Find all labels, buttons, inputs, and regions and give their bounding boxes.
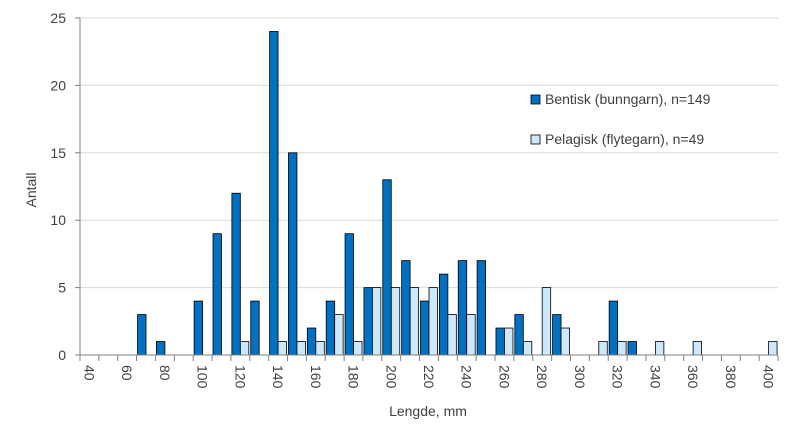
bar-pelagisk — [315, 341, 325, 356]
bar-bentisk — [363, 287, 373, 356]
bar-bentisk — [608, 300, 619, 356]
x-tick-label: 240 — [459, 365, 475, 389]
bar-bentisk — [438, 273, 449, 356]
y-tick-label: 0 — [58, 347, 66, 363]
bar-pelagisk — [617, 341, 627, 356]
y-tick-label: 25 — [50, 10, 66, 26]
legend: Bentisk (bunngarn), n=149 Pelagisk (flyt… — [530, 91, 711, 147]
x-tick-label: 260 — [496, 365, 512, 389]
bar-pelagisk — [654, 341, 665, 356]
bar-pelagisk — [390, 287, 401, 356]
bar-pelagisk — [541, 287, 552, 356]
x-tick-label: 180 — [346, 365, 362, 389]
x-tick-label: 160 — [308, 365, 324, 389]
y-tick-label: 5 — [58, 280, 66, 296]
bar-pelagisk — [692, 341, 702, 356]
bar-bentisk — [250, 300, 260, 356]
bar-pelagisk — [296, 341, 306, 356]
bar-pelagisk — [239, 341, 250, 356]
bar-pelagisk — [334, 314, 344, 356]
x-tick-label: 340 — [647, 365, 663, 389]
bar-pelagisk — [372, 287, 382, 356]
bar-pelagisk — [560, 327, 570, 356]
bar-bentisk — [325, 300, 336, 356]
y-tick-label: 10 — [50, 212, 66, 228]
bar-bentisk — [288, 152, 298, 356]
bar-bentisk — [344, 233, 354, 356]
bar-pelagisk — [598, 341, 608, 356]
bar-pelagisk — [504, 327, 514, 356]
x-axis-label: Lengde, mm — [389, 403, 467, 419]
bar-bentisk — [420, 300, 430, 356]
bar-pelagisk — [447, 314, 457, 356]
x-tick-label: 280 — [534, 365, 550, 389]
x-tick-label: 140 — [270, 365, 286, 389]
x-tick-label: 40 — [81, 365, 97, 381]
axes — [75, 17, 779, 361]
legend-swatch-bentisk — [530, 94, 541, 105]
bars — [137, 31, 778, 356]
x-tick-labels: 40 60 80 100 120 140 160 180 200 220 240 260 280 300 3… — [81, 365, 776, 389]
bar-bentisk — [627, 341, 637, 356]
bar-bentisk — [495, 327, 505, 356]
bar-bentisk — [212, 233, 222, 356]
bar-pelagisk — [353, 341, 363, 356]
y-tick-labels: 0 5 10 15 20 25 — [50, 10, 66, 363]
x-tick-label: 60 — [119, 365, 135, 381]
bar-pelagisk — [768, 341, 778, 356]
bar-bentisk — [401, 260, 411, 356]
bar-bentisk — [552, 314, 562, 356]
bar-bentisk — [514, 314, 524, 356]
legend-label-pelagisk: Pelagisk (flytegarn), n=49 — [545, 131, 704, 147]
x-tick-label: 120 — [232, 365, 248, 389]
x-tick-label: 400 — [761, 365, 777, 389]
x-tick-label: 220 — [421, 365, 437, 389]
legend-label-bentisk: Bentisk (bunngarn), n=149 — [545, 91, 711, 107]
bar-pelagisk — [409, 287, 420, 356]
bar-pelagisk — [522, 341, 533, 356]
bar-pelagisk — [277, 341, 287, 356]
bar-bentisk — [476, 260, 486, 356]
x-tick-label: 100 — [195, 365, 211, 389]
x-tick-label: 80 — [157, 365, 173, 381]
gridlines — [80, 17, 778, 289]
bar-bentisk — [457, 260, 468, 356]
x-tick-label: 380 — [723, 365, 739, 389]
x-tick-label: 200 — [383, 365, 399, 389]
x-tick-label: 320 — [610, 365, 626, 389]
x-tick-label: 300 — [572, 365, 588, 389]
bar-bentisk — [382, 179, 392, 356]
y-axis-label: Antall — [23, 172, 39, 207]
y-tick-label: 20 — [50, 77, 66, 93]
x-tick-label: 360 — [685, 365, 701, 389]
bar-bentisk — [306, 327, 317, 356]
bar-bentisk — [193, 300, 204, 356]
bar-bentisk — [269, 31, 279, 356]
y-tick-label: 15 — [50, 145, 66, 161]
bar-bentisk — [156, 341, 166, 356]
legend-swatch-pelagisk — [530, 134, 541, 145]
bar-pelagisk — [466, 314, 476, 356]
bar-pelagisk — [428, 287, 438, 356]
bar-bentisk — [231, 192, 241, 356]
bar-bentisk — [137, 314, 147, 356]
